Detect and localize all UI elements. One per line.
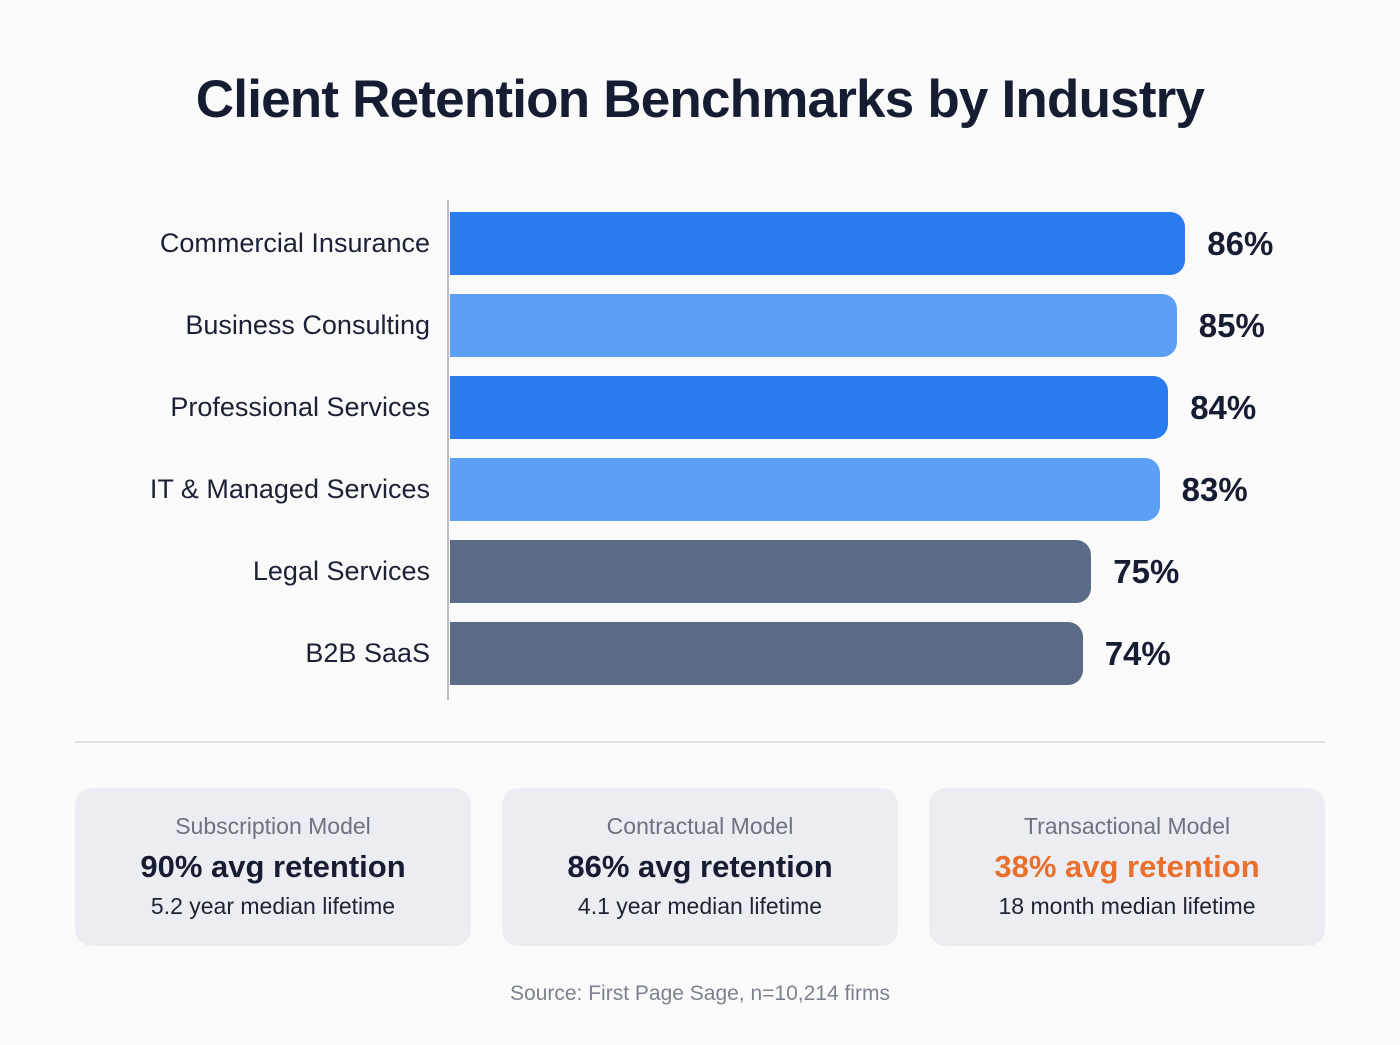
stat-card-model-label: Contractual Model (606, 813, 794, 840)
bar-value-label: 75% (1113, 553, 1180, 590)
bar-category-label: Legal Services (252, 556, 430, 586)
source-note: Source: First Page Sage, n=10,214 firms (510, 982, 890, 1005)
bar-value-label: 85% (1198, 307, 1265, 344)
stat-card-model-label: Subscription Model (175, 813, 371, 840)
bar-value-label: 83% (1181, 471, 1248, 508)
bar-value-label: 86% (1207, 225, 1274, 262)
bar-row: Legal Services 75% (0, 540, 1400, 603)
bar-track (450, 294, 1177, 357)
page-title: Client Retention Benchmarks by Industry (195, 70, 1205, 129)
bar-chart: Commercial Insurance 86% Business Consulti… (0, 200, 1400, 700)
bar-fill[interactable] (450, 212, 1186, 275)
bar-fill[interactable] (450, 622, 1083, 685)
bar-category-label: Commercial Insurance (159, 228, 430, 258)
bar-track (450, 376, 1169, 439)
y-axis-line (447, 200, 449, 700)
stat-card: Transactional Model 38% avg retention 18 m… (929, 788, 1325, 946)
stat-card-subtext: 5.2 year median lifetime (150, 893, 396, 920)
stat-card-model-label: Transactional Model (1023, 813, 1231, 840)
stat-card-headline: 38% avg retention (994, 848, 1260, 884)
stat-card: Subscription Model 90% avg retention 5.2 y… (75, 788, 471, 946)
bar-track (450, 458, 1160, 521)
bar-row: Commercial Insurance 86% (0, 212, 1400, 275)
section-divider (75, 741, 1325, 743)
bar-category-label: IT & Managed Services (149, 474, 430, 504)
bar-fill[interactable] (450, 376, 1169, 439)
bar-row: Business Consulting 85% (0, 294, 1400, 357)
bar-category-label: Business Consulting (185, 310, 430, 340)
stat-card-headline: 86% avg retention (567, 848, 833, 884)
bar-value-label: 84% (1190, 389, 1257, 426)
bar-row: IT & Managed Services 83% (0, 458, 1400, 521)
bar-category-label: B2B SaaS (305, 638, 430, 668)
bar-fill[interactable] (450, 458, 1160, 521)
bar-value-label: 74% (1104, 635, 1171, 672)
bar-fill[interactable] (450, 540, 1092, 603)
bar-fill[interactable] (450, 294, 1177, 357)
bar-category-label: Professional Services (170, 392, 430, 422)
bar-track (450, 622, 1083, 685)
stat-card-subtext: 4.1 year median lifetime (577, 893, 823, 920)
bar-track (450, 212, 1186, 275)
stat-card-subtext: 18 month median lifetime (998, 893, 1256, 920)
bar-row: B2B SaaS 74% (0, 622, 1400, 685)
stat-card-headline: 90% avg retention (140, 848, 406, 884)
stat-card: Contractual Model 86% avg retention 4.1 ye… (502, 788, 898, 946)
stat-card-group: Subscription Model 90% avg retention 5.2 y… (75, 788, 1325, 946)
bar-track (450, 540, 1092, 603)
bar-row: Professional Services 84% (0, 376, 1400, 439)
